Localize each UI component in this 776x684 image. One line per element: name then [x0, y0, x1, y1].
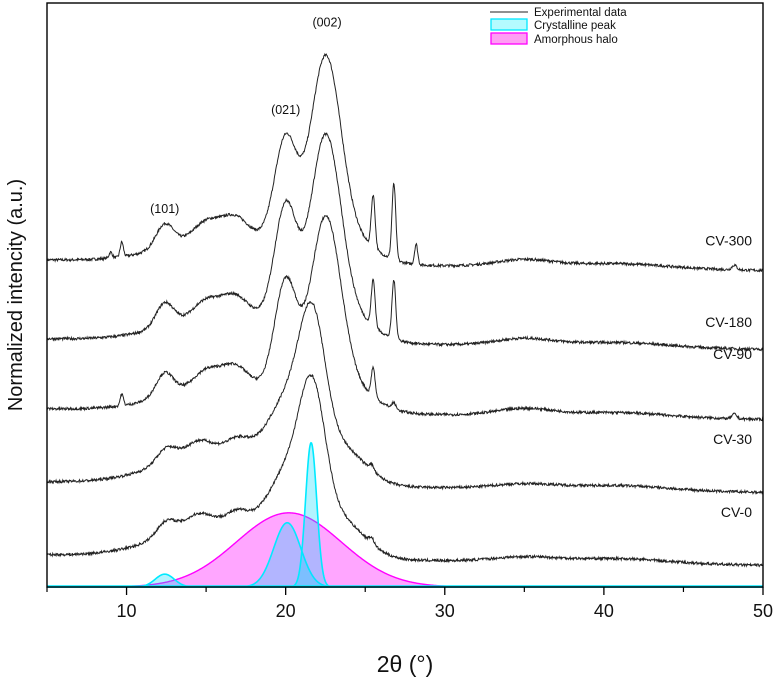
legend: Experimental data Crystalline peak Amorp… [490, 7, 627, 46]
x-tick-label: 30 [435, 601, 455, 621]
trace-label-cv-30: CV-30 [713, 431, 752, 447]
trace-label-cv-180: CV-180 [705, 314, 752, 330]
x-axis-title: 2θ (°) [377, 651, 434, 677]
peak-annotations: (101) (021) (002) [150, 15, 341, 216]
peak-annotation: (101) [150, 202, 179, 216]
trace-label-cv-90: CV-90 [713, 346, 752, 362]
x-tick-label: 20 [276, 601, 296, 621]
trace-cv-30 [46, 301, 764, 495]
x-tick-label: 50 [753, 601, 773, 621]
legend-swatch-crystalline [490, 18, 528, 31]
peak-annotation: (002) [312, 15, 341, 29]
experimental-traces [46, 52, 764, 568]
x-tick-label: 10 [117, 601, 137, 621]
x-tick-label: 40 [594, 601, 614, 621]
fit-curves [47, 441, 763, 588]
peak-annotation: (021) [271, 103, 300, 117]
legend-label-amorphous: Amorphous halo [534, 34, 618, 46]
x-axis: 10 20 30 40 50 [46, 587, 773, 621]
crystalline-peak-2 [47, 441, 763, 588]
amorphous-halo [47, 512, 763, 588]
trace-labels: CV-300 CV-180 CV-90 CV-30 CV-0 [705, 232, 752, 520]
trace-cv-180 [46, 132, 764, 352]
trace-cv-90 [46, 214, 764, 423]
trace-cv-300 [46, 52, 764, 274]
trace-label-cv-300: CV-300 [705, 232, 752, 248]
y-axis-title: Normalized intencity (a.u.) [5, 179, 27, 411]
legend-swatch-amorphous [490, 32, 528, 45]
plot-frame [46, 2, 764, 588]
legend-label-crystalline: Crystalline peak [534, 20, 616, 32]
legend-label-experimental: Experimental data [534, 7, 627, 19]
trace-cv-0 [46, 374, 764, 568]
trace-label-cv-0: CV-0 [721, 504, 752, 520]
